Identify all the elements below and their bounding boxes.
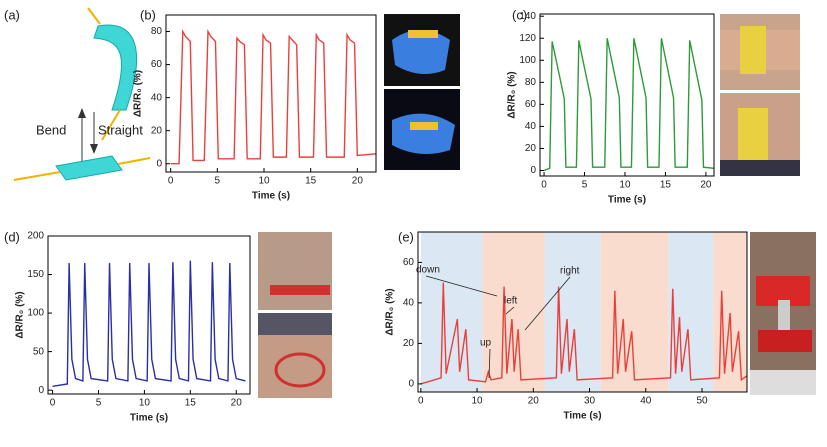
y-tick-label: 80 <box>151 26 163 37</box>
x-tick-label: 50 <box>696 396 708 407</box>
y-tick-label: 0 <box>408 379 414 390</box>
photo <box>720 14 800 176</box>
x-tick-label: 20 <box>700 180 712 191</box>
line <box>543 38 715 172</box>
y-tick-label: 140 <box>519 11 536 22</box>
x-tick-label: 20 <box>528 396 540 407</box>
annotation-arrow <box>488 348 491 379</box>
x-tick-label: 40 <box>640 396 652 407</box>
diagram-text: Straight <box>98 122 143 137</box>
panel-label: (c) <box>512 7 527 22</box>
annotation: right <box>560 266 580 277</box>
x-axis-label: Time (s) <box>608 195 646 206</box>
shaded-region <box>713 232 747 392</box>
photo <box>750 232 816 395</box>
y-tick-label: 60 <box>525 99 537 110</box>
x-tick-label: 15 <box>305 176 317 187</box>
x-tick-label: 0 <box>418 396 424 407</box>
plot-frame <box>47 235 251 395</box>
shaded-region <box>600 232 669 392</box>
x-tick-label: 5 <box>582 180 588 191</box>
y-tick-label: 20 <box>151 125 163 136</box>
y-axis-label: ΔR/R₀ (%) <box>133 70 144 117</box>
y-tick-label: 40 <box>151 92 163 103</box>
x-tick-label: 0 <box>541 180 547 191</box>
x-tick-label: 10 <box>619 180 631 191</box>
annotation-arrow <box>505 306 515 315</box>
annotation: up <box>480 338 492 349</box>
y-tick-label: 50 <box>33 346 45 357</box>
y-tick-label: 0 <box>38 385 44 396</box>
x-tick-label: 20 <box>352 176 364 187</box>
y-tick-label: 0 <box>530 165 536 176</box>
plot-frame <box>165 14 377 173</box>
diagram <box>13 7 151 181</box>
x-tick-label: 10 <box>471 396 483 407</box>
y-tick-label: 150 <box>27 269 44 280</box>
x-tick-label: 30 <box>584 396 596 407</box>
photo <box>384 14 460 170</box>
y-axis-label: ΔR/R₀ (%) <box>15 291 26 338</box>
photo <box>258 232 332 398</box>
y-tick-label: 0 <box>156 158 162 169</box>
annotation-arrow <box>524 276 571 331</box>
panel-label: (e) <box>398 229 414 244</box>
x-tick-label: 0 <box>168 176 174 187</box>
y-tick-label: 20 <box>525 143 537 154</box>
panel-label: (a) <box>4 7 20 22</box>
x-tick-label: 10 <box>139 398 151 409</box>
shaded-region <box>420 232 483 392</box>
y-axis-label: ΔR/R₀ (%) <box>385 288 396 335</box>
line <box>420 282 748 385</box>
y-tick-label: 100 <box>519 55 536 66</box>
y-tick-label: 60 <box>151 59 163 70</box>
y-tick-label: 20 <box>403 338 415 349</box>
y-tick-label: 120 <box>519 33 536 44</box>
x-tick-label: 5 <box>215 176 221 187</box>
x-tick-label: 15 <box>185 398 197 409</box>
panel-label: (b) <box>140 7 156 22</box>
line <box>170 28 377 165</box>
y-tick-label: 40 <box>403 298 415 309</box>
y-axis-label: ΔR/R₀ (%) <box>507 71 518 118</box>
diagram-text: Bend <box>36 122 66 137</box>
y-tick-label: 60 <box>403 257 415 268</box>
y-tick-label: 40 <box>525 121 537 132</box>
y-tick-label: 200 <box>27 231 44 242</box>
line <box>52 260 246 387</box>
plot-frame <box>417 231 748 393</box>
x-axis-label: Time (s) <box>252 191 290 202</box>
annotation: down <box>416 265 440 276</box>
shaded-region <box>544 232 601 392</box>
x-tick-label: 15 <box>660 180 672 191</box>
x-tick-label: 5 <box>96 398 102 409</box>
panel-label: (d) <box>4 229 20 244</box>
plot-frame <box>539 13 715 177</box>
annotation: left <box>504 296 518 307</box>
x-tick-label: 10 <box>258 176 270 187</box>
x-axis-label: Time (s) <box>130 413 168 424</box>
y-tick-label: 100 <box>27 308 44 319</box>
y-tick-label: 80 <box>525 77 537 88</box>
annotation-arrow <box>425 275 498 297</box>
x-tick-label: 20 <box>231 398 243 409</box>
x-axis-label: Time (s) <box>563 411 601 422</box>
x-tick-label: 0 <box>50 398 56 409</box>
